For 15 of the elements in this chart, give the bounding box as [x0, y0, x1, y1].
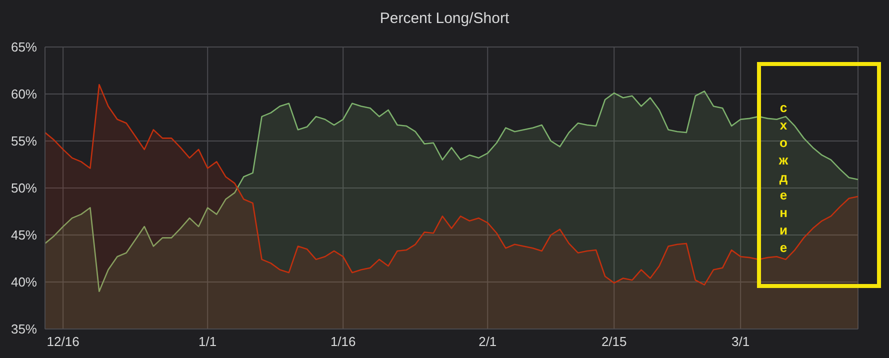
x-tick-label: 1/16: [330, 334, 356, 350]
y-tick-label: 65%: [10, 40, 38, 55]
y-tick-label: 50%: [10, 180, 38, 196]
annotation: схождение: [776, 100, 791, 258]
x-tick-label: 2/15: [601, 334, 627, 350]
x-tick-label: 12/16: [46, 334, 80, 350]
chart-title: Percent Long/Short: [378, 10, 510, 27]
x-tick-label: 2/1: [478, 334, 497, 350]
x-tick-label: 3/1: [732, 334, 750, 350]
y-tick-label: 45%: [10, 228, 38, 243]
x-tick-label: 1/1: [198, 334, 217, 350]
y-tick-label: 35%: [10, 322, 38, 337]
y-tick-label: 55%: [10, 134, 38, 149]
y-tick-label: 60%: [10, 86, 38, 102]
y-tick-label: 40%: [10, 274, 38, 290]
